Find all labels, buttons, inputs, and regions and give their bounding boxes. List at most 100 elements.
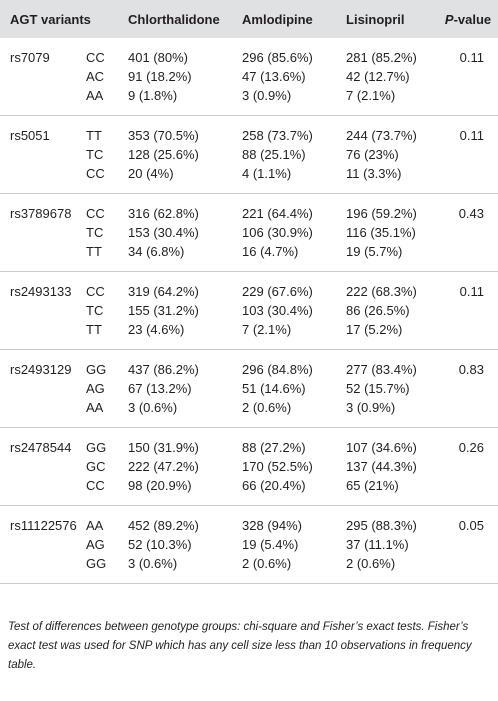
snp-id-cell — [0, 164, 86, 194]
header-p-italic: P — [444, 11, 454, 27]
amlodipine-cell: 51 (14.6%) — [242, 381, 306, 396]
chlorthalidone-cell: 319 (64.2%) — [128, 284, 199, 299]
chlorthalidone-cell: 222 (47.2%) — [128, 459, 199, 474]
amlodipine-cell: 328 (94%) — [242, 518, 302, 533]
snp-group: rs11122576 AA 452 (89.2%) 328 (94%) 295 (88.… — [0, 505, 498, 584]
amlodipine-cell: 3 (0.9%) — [242, 88, 292, 103]
lisinopril-cell: 3 (0.9%) — [346, 400, 396, 415]
amlodipine-cell: 106 (30.9%) — [242, 225, 313, 240]
chlorthalidone-cell: 316 (62.8%) — [128, 206, 199, 221]
lisinopril-cell: 42 (12.7%) — [346, 69, 410, 84]
genotype-cell: AA — [86, 518, 104, 533]
table-row: CC 20 (4%) 4 (1.1%) 11 (3.3%) — [0, 164, 498, 194]
snp-id-cell: rs11122576 — [10, 518, 77, 533]
snp-id-cell — [0, 457, 86, 476]
chlorthalidone-cell: 98 (20.9%) — [128, 478, 192, 493]
amlodipine-cell: 88 (27.2%) — [242, 440, 306, 455]
genotype-cell: TC — [86, 225, 104, 240]
genotype-cell: AA — [86, 400, 104, 415]
lisinopril-cell: 17 (5.2%) — [346, 322, 403, 337]
p-value-cell — [438, 535, 498, 554]
snp-group: rs5051 TT 353 (70.5%) 258 (73.7%) 244 (73.7%… — [0, 115, 498, 194]
lisinopril-cell: 37 (11.1%) — [346, 537, 409, 552]
genotype-cell: GG — [86, 362, 107, 377]
table-row: AC 91 (18.2%) 47 (13.6%) 42 (12.7%) — [0, 67, 498, 86]
lisinopril-cell: 11 (3.3%) — [346, 166, 402, 181]
genotype-cell: AA — [86, 88, 104, 103]
table-header: AGT variants Chlorthalidone Amlodipine L… — [0, 0, 498, 38]
table-row: CC 98 (20.9%) 66 (20.4%) 65 (21%) — [0, 476, 498, 506]
table-row: AG 67 (13.2%) 51 (14.6%) 52 (15.7%) — [0, 379, 498, 398]
snp-id-cell: rs5051 — [10, 128, 50, 143]
genotype-cell: CC — [86, 206, 105, 221]
chlorthalidone-cell: 23 (4.6%) — [128, 322, 185, 337]
amlodipine-cell: 258 (73.7%) — [242, 128, 313, 143]
chlorthalidone-cell: 153 (30.4%) — [128, 225, 199, 240]
genotype-cell: AG — [86, 381, 105, 396]
table-row: TT 23 (4.6%) 7 (2.1%) 17 (5.2%) — [0, 320, 498, 350]
genotype-cell: CC — [86, 166, 105, 181]
table-row: GC 222 (47.2%) 170 (52.5%) 137 (44.3%) — [0, 457, 498, 476]
lisinopril-cell: 295 (88.3%) — [346, 518, 417, 533]
table-row: rs2478544 GG 150 (31.9%) 88 (27.2%) 107 (34.… — [0, 428, 498, 458]
table-footnote: Test of differences between genotype gro… — [8, 621, 472, 671]
lisinopril-cell: 222 (68.3%) — [346, 284, 417, 299]
table-row: TC 153 (30.4%) 106 (30.9%) 116 (35.1%) — [0, 223, 498, 242]
table-row: TC 155 (31.2%) 103 (30.4%) 86 (26.5%) — [0, 301, 498, 320]
amlodipine-cell: 88 (25.1%) — [242, 147, 306, 162]
amlodipine-cell: 47 (13.6%) — [242, 69, 306, 84]
p-value-cell — [438, 379, 498, 398]
amlodipine-cell: 170 (52.5%) — [242, 459, 313, 474]
table-row: rs2493129 GG 437 (86.2%) 296 (84.8%) 277 (83… — [0, 350, 498, 380]
header-lisinopril: Lisinopril — [346, 11, 405, 27]
table-row: AA 9 (1.8%) 3 (0.9%) 7 (2.1%) — [0, 86, 498, 116]
p-value-cell: 0.11 — [459, 284, 485, 299]
p-value-cell — [438, 398, 498, 428]
lisinopril-cell: 244 (73.7%) — [346, 128, 417, 143]
p-value-cell: 0.05 — [458, 518, 485, 533]
genotype-cell: TT — [86, 244, 102, 259]
lisinopril-cell: 19 (5.7%) — [346, 244, 403, 259]
snp-group: rs2493133 CC 319 (64.2%) 229 (67.6%) 222 (68… — [0, 271, 498, 350]
p-value-cell: 0.43 — [458, 206, 485, 221]
genotype-cell: TT — [86, 322, 102, 337]
lisinopril-cell: 116 (35.1%) — [346, 225, 416, 240]
p-value-cell — [438, 242, 498, 272]
snp-group: rs3789678 CC 316 (62.8%) 221 (64.4%) 196 (59… — [0, 193, 498, 272]
genotype-cell: AG — [86, 537, 105, 552]
snp-group: rs7079 CC 401 (80%) 296 (85.6%) 281 (85.2%) 0… — [0, 38, 498, 116]
header-p-rest: -value — [453, 11, 492, 27]
p-value-cell — [438, 320, 498, 350]
chlorthalidone-cell: 91 (18.2%) — [128, 69, 192, 84]
p-value-cell: 0.11 — [459, 50, 485, 65]
p-value-cell — [438, 223, 498, 242]
table-row: rs11122576 AA 452 (89.2%) 328 (94%) 295 (88.… — [0, 506, 498, 536]
p-value-cell — [438, 554, 498, 584]
snp-id-cell — [0, 398, 86, 428]
amlodipine-cell: 66 (20.4%) — [242, 478, 306, 493]
table-row: AA 3 (0.6%) 2 (0.6%) 3 (0.9%) — [0, 398, 498, 428]
genotype-cell: TC — [86, 147, 104, 162]
chlorthalidone-cell: 67 (13.2%) — [128, 381, 192, 396]
table-row: rs2493133 CC 319 (64.2%) 229 (67.6%) 222 (68… — [0, 272, 498, 302]
snp-id-cell — [0, 242, 86, 272]
snp-id-cell: rs7079 — [10, 50, 50, 65]
table-row: rs7079 CC 401 (80%) 296 (85.6%) 281 (85.2%) 0… — [0, 38, 498, 67]
snp-group: rs2493129 GG 437 (86.2%) 296 (84.8%) 277 (83… — [0, 349, 498, 428]
chlorthalidone-cell: 353 (70.5%) — [128, 128, 199, 143]
genotype-cell: CC — [86, 284, 105, 299]
table-row: TT 34 (6.8%) 16 (4.7%) 19 (5.7%) — [0, 242, 498, 272]
snp-id-cell: rs3789678 — [10, 206, 72, 221]
genotype-cell: TC — [86, 303, 104, 318]
p-value-cell — [438, 301, 498, 320]
p-value-cell — [438, 86, 498, 116]
chlorthalidone-cell: 401 (80%) — [128, 50, 188, 65]
chlorthalidone-cell: 452 (89.2%) — [128, 518, 199, 533]
amlodipine-cell: 296 (84.8%) — [242, 362, 313, 377]
chlorthalidone-cell: 3 (0.6%) — [128, 400, 178, 415]
lisinopril-cell: 137 (44.3%) — [346, 459, 417, 474]
lisinopril-cell: 52 (15.7%) — [346, 381, 410, 396]
amlodipine-cell: 16 (4.7%) — [242, 244, 299, 259]
chlorthalidone-cell: 155 (31.2%) — [128, 303, 199, 318]
